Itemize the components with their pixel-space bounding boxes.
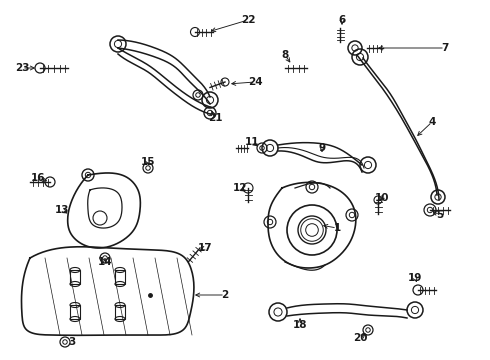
Text: 13: 13 xyxy=(55,205,69,215)
Text: 16: 16 xyxy=(31,173,45,183)
Text: 5: 5 xyxy=(437,210,443,220)
Text: 20: 20 xyxy=(353,333,367,343)
Text: 21: 21 xyxy=(208,113,222,123)
Text: 6: 6 xyxy=(339,15,345,25)
Text: 3: 3 xyxy=(69,337,75,347)
Bar xyxy=(115,305,125,319)
Text: 9: 9 xyxy=(318,143,325,153)
Bar xyxy=(70,270,80,284)
Text: 19: 19 xyxy=(408,273,422,283)
Text: 23: 23 xyxy=(15,63,29,73)
Text: 24: 24 xyxy=(247,77,262,87)
Text: 11: 11 xyxy=(245,137,259,147)
Text: 17: 17 xyxy=(197,243,212,253)
Text: 2: 2 xyxy=(221,290,229,300)
Text: 1: 1 xyxy=(333,223,341,233)
Text: 22: 22 xyxy=(241,15,255,25)
Text: 4: 4 xyxy=(428,117,436,127)
Bar xyxy=(115,270,125,284)
Text: 10: 10 xyxy=(375,193,389,203)
Text: 18: 18 xyxy=(293,320,307,330)
Bar xyxy=(70,305,80,319)
Text: 7: 7 xyxy=(441,43,449,53)
Text: 14: 14 xyxy=(98,257,112,267)
Text: 15: 15 xyxy=(141,157,155,167)
Text: 12: 12 xyxy=(233,183,247,193)
Text: 8: 8 xyxy=(281,50,289,60)
